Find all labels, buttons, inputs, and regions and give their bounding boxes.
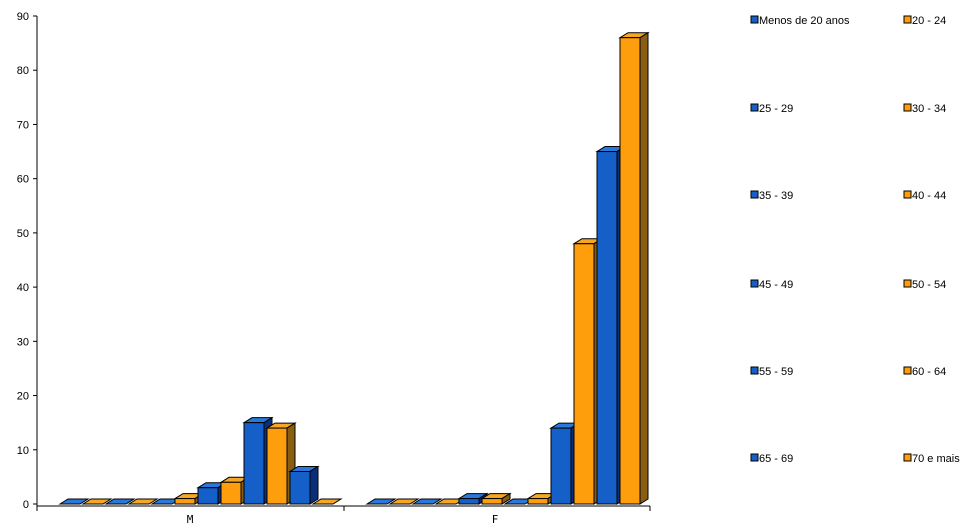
bar-front-face: [550, 427, 572, 505]
bar: [480, 492, 512, 505]
bar-front-face: [458, 498, 480, 505]
x-category-label: M: [187, 513, 194, 526]
bar-top-face: [365, 498, 397, 505]
bar: [58, 498, 90, 505]
legend-label: 50 - 54: [912, 279, 946, 291]
legend-label: 65 - 69: [759, 453, 793, 465]
legend-label: 45 - 49: [759, 279, 793, 291]
y-tick-label: 20: [17, 391, 29, 403]
y-tick-label: 70: [17, 119, 29, 131]
bar: [81, 498, 113, 505]
y-tick-label: 40: [17, 282, 29, 294]
bar-front-face: [527, 498, 549, 505]
legend-swatch: [750, 279, 759, 288]
legend-swatch: [750, 366, 759, 375]
bar-top-face: [411, 498, 443, 505]
bar-front-face: [220, 481, 242, 505]
legend-swatch: [903, 15, 912, 24]
bar-front-face: [197, 487, 219, 505]
bar-top-face: [104, 498, 136, 505]
legend-label: 25 - 29: [759, 103, 793, 115]
bar-front-face: [619, 37, 641, 505]
bar-top-face: [127, 498, 159, 505]
legend-swatch: [903, 190, 912, 199]
y-tick-label: 0: [23, 499, 29, 511]
bar-front-face: [266, 427, 288, 505]
y-tick-label: 80: [17, 65, 29, 77]
bar: [388, 498, 420, 505]
x-category-label: F: [492, 513, 499, 526]
legend-label: 70 e mais: [912, 453, 960, 465]
bar: [311, 498, 343, 505]
legend-swatch: [903, 453, 912, 462]
legend-label: Menos de 20 anos: [759, 15, 850, 27]
legend-label: 20 - 24: [912, 15, 946, 27]
bar-front-face: [243, 422, 265, 505]
legend-label: 35 - 39: [759, 190, 793, 202]
y-tick-label: 10: [17, 445, 29, 457]
bar: [618, 31, 650, 505]
y-tick-label: 30: [17, 336, 29, 348]
y-tick-label: 60: [17, 174, 29, 186]
bar-front-face: [596, 151, 618, 505]
bar: [365, 498, 397, 505]
bar: [288, 465, 320, 505]
legend-swatch: [903, 103, 912, 112]
bar-side-face: [639, 31, 649, 505]
bar-top-face: [311, 498, 343, 505]
bar-top-face: [81, 498, 113, 505]
bar-front-face: [481, 498, 503, 505]
bar-front-face: [289, 470, 311, 505]
bar: [127, 498, 159, 505]
bar-top-face: [388, 498, 420, 505]
y-tick-label: 50: [17, 228, 29, 240]
bar: [104, 498, 136, 505]
legend-swatch: [750, 453, 759, 462]
legend-label: 40 - 44: [912, 190, 946, 202]
legend-swatch: [750, 15, 759, 24]
bar-front-face: [174, 498, 196, 505]
bar-front-face: [573, 243, 595, 505]
legend-swatch: [750, 103, 759, 112]
legend-label: 55 - 59: [759, 366, 793, 378]
y-tick-label: 90: [17, 11, 29, 23]
legend-swatch: [750, 190, 759, 199]
bar-top-face: [58, 498, 90, 505]
legend-swatch: [903, 279, 912, 288]
legend-label: 60 - 64: [912, 366, 946, 378]
bar-side-face: [309, 465, 319, 505]
bar: [411, 498, 443, 505]
legend-label: 30 - 34: [912, 103, 946, 115]
legend-swatch: [903, 366, 912, 375]
